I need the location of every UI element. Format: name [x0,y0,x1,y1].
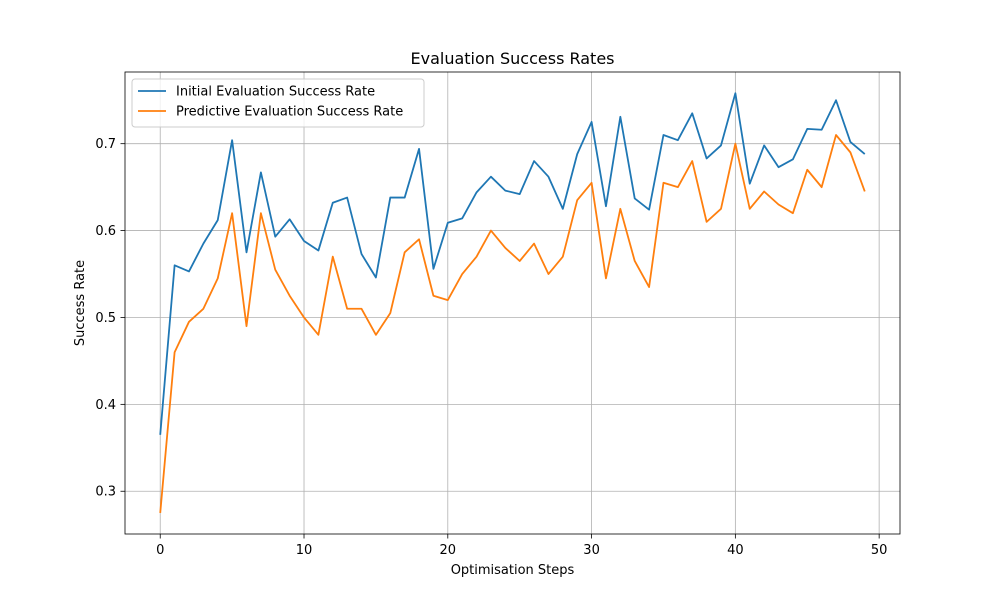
x-tick-label: 20 [440,543,457,558]
x-axis-label: Optimisation Steps [451,563,575,578]
y-axis-label: Success Rate [73,260,88,346]
grid [125,72,900,534]
x-tick-label: 0 [156,543,164,558]
series-line-1 [159,92,866,435]
legend-label-2: Predictive Evaluation Success Rate [176,105,403,120]
y-tick-label: 0.3 [95,485,116,500]
x-tick-label: 40 [727,543,744,558]
y-tick-label: 0.7 [95,137,116,152]
y-tick-label: 0.6 [95,224,116,239]
x-tick-label: 30 [583,543,600,558]
y-tick-label: 0.5 [95,311,116,326]
series-line-2 [159,134,866,514]
x-tick-label: 50 [871,543,888,558]
legend: Initial Evaluation Success Rate Predictiv… [131,78,425,128]
y-tick-label: 0.4 [95,398,116,413]
axis-ticks: 0 10 20 30 40 50 0.3 0.4 0.5 0.6 0.7 [95,137,887,558]
plot-area-frame [124,71,901,535]
plot-lines [159,92,866,514]
legend-label-1: Initial Evaluation Success Rate [176,85,375,100]
legend-box [131,78,425,128]
x-tick-label: 10 [296,543,313,558]
chart-title: Evaluation Success Rates [410,49,614,68]
